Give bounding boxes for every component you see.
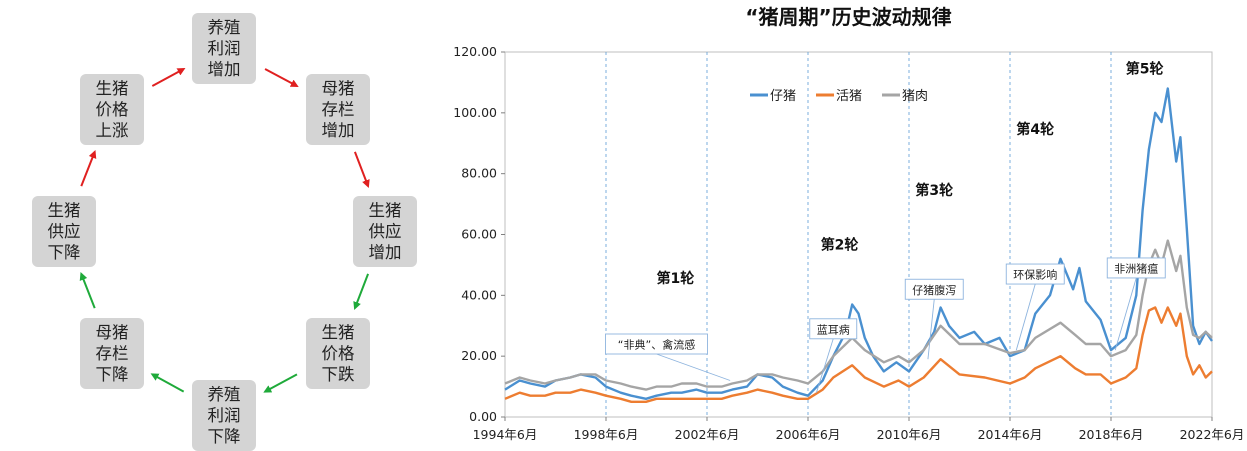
series-line-活猪 [504, 306, 1213, 403]
annotation-pointer [1114, 277, 1137, 351]
node-label: 生猪 供应 下降 [47, 201, 81, 262]
cycle-label: 第3轮 [915, 182, 953, 199]
annotation-box [809, 318, 858, 340]
cycle-label: 第2轮 [821, 237, 859, 254]
plot-area [504, 51, 1213, 418]
cycle-label: 第4轮 [1016, 121, 1054, 138]
annotation-pointer [927, 299, 935, 360]
line-chart: “猪周期”历史波动规律 1994年6月 1998年6月 2002年6月 2006年6月 2… [453, 5, 1245, 442]
legend-label: 猪肉 [902, 89, 928, 104]
annotation-box [605, 333, 708, 355]
node-label: 母猪 存栏 下降 [95, 323, 129, 384]
annotation-box [1106, 257, 1166, 279]
x-tick-label: 2002年6月 [675, 427, 740, 442]
legend-label: 仔猪 [770, 89, 796, 104]
series-line-猪肉 [504, 239, 1213, 391]
node-hog-price-up: 生猪 价格 上涨 [80, 74, 144, 145]
node-breeding-profit-up: 养殖 利润 增加 [192, 13, 256, 84]
node-label: 母猪 存栏 增加 [321, 79, 355, 140]
annotation-box [904, 278, 964, 300]
annotation-pointer [656, 353, 731, 381]
cycle-arrow [263, 373, 298, 393]
annotation-label: 环保影响 [1013, 268, 1057, 282]
y-tick-label: 60.00 [461, 227, 497, 242]
y-tick-label: 0.00 [469, 409, 497, 424]
y-tick-label: 40.00 [461, 287, 497, 302]
cycle-arrow [80, 150, 97, 187]
annotation-pointer [815, 338, 834, 393]
node-breeding-profit-down: 养殖 利润 下降 [192, 380, 256, 451]
cycle-arrow [150, 373, 185, 393]
node-sow-stock-up: 母猪 存栏 增加 [306, 74, 370, 145]
node-label: 生猪 供应 增加 [368, 201, 402, 262]
annotation-box [1005, 263, 1065, 285]
pig-cycle-diagram: 养殖 利润 增加 母猪 存栏 增加 生猪 供应 增加 生猪 价格 下跌 养殖 利… [0, 0, 440, 451]
y-tick-label: 80.00 [461, 166, 497, 181]
cycle-arrows [79, 68, 370, 393]
annotation-label: 仔猪腹泻 [912, 283, 956, 297]
node-label: 生猪 价格 下跌 [321, 323, 355, 384]
y-tick-label: 20.00 [461, 348, 497, 363]
annotation-pointer [1015, 283, 1036, 351]
x-tick-label: 1994年6月 [473, 427, 538, 442]
chart-title: “猪周期”历史波动规律 [745, 5, 951, 29]
cycle-arrow [151, 68, 186, 87]
y-tick-label: 120.00 [453, 44, 497, 59]
node-hog-price-down: 生猪 价格 下跌 [306, 318, 370, 389]
cycle-label: 第5轮 [1126, 60, 1164, 77]
cycle-arrow [353, 273, 370, 310]
cycle-label: 第1轮 [657, 270, 695, 287]
x-tick-label: 2018年6月 [1079, 427, 1144, 442]
cycle-arrow [264, 68, 299, 87]
annotation-label: 非洲猪瘟 [1114, 261, 1158, 275]
series-line-仔猪 [504, 87, 1213, 400]
pig-cycle-chart: “猪周期”历史波动规律 1994年6月 1998年6月 2002年6月 2006年6月 2… [440, 0, 1247, 447]
node-label: 养殖 利润 下降 [207, 385, 241, 446]
cycle-arrow [79, 272, 96, 309]
annotation-label: 蓝耳病 [817, 322, 850, 336]
x-tick-label: 2022年6月 [1180, 427, 1245, 442]
cycle-arrow [353, 151, 370, 188]
node-sow-stock-down: 母猪 存栏 下降 [80, 318, 144, 389]
x-tick-label: 2006年6月 [776, 427, 841, 442]
legend-label: 活猪 [836, 89, 862, 104]
x-tick-label: 2014年6月 [978, 427, 1043, 442]
node-label: 生猪 价格 上涨 [95, 79, 129, 140]
y-tick-label: 100.00 [453, 105, 497, 120]
x-tick-label: 2010年6月 [877, 427, 942, 442]
x-tick-label: 1998年6月 [574, 427, 639, 442]
node-label: 养殖 利润 增加 [207, 18, 241, 79]
annotation-label: “非典”、禽流感 [618, 338, 695, 352]
node-hog-supply-down: 生猪 供应 下降 [32, 196, 96, 267]
node-hog-supply-up: 生猪 供应 增加 [353, 196, 417, 267]
